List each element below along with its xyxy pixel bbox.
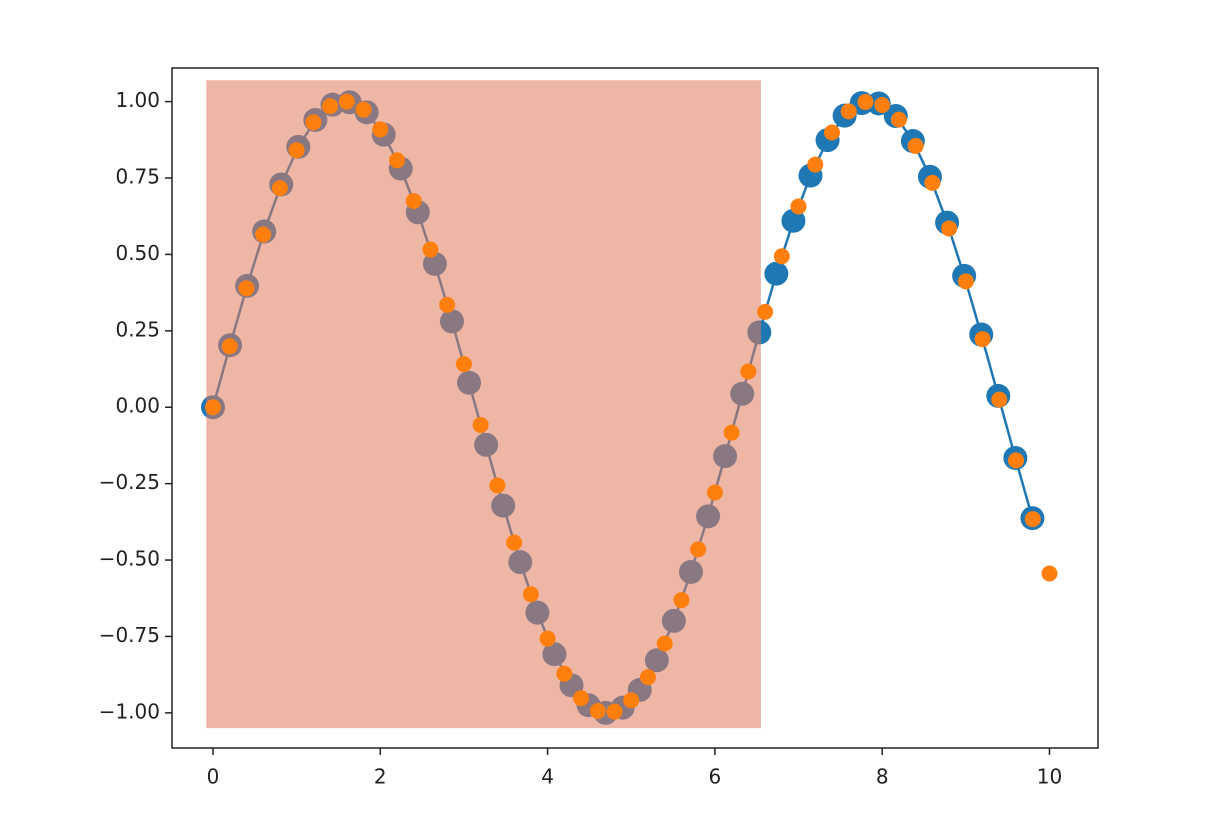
marker (439, 296, 456, 313)
marker (556, 665, 573, 682)
marker (639, 669, 656, 686)
marker (389, 152, 406, 169)
marker (355, 101, 372, 118)
marker (656, 635, 673, 652)
marker (890, 111, 907, 128)
marker (506, 534, 523, 551)
marker (238, 280, 255, 297)
marker (405, 192, 422, 209)
x-tick-label: 2 (374, 765, 387, 789)
marker (522, 586, 539, 603)
marker (606, 703, 623, 720)
marker (338, 93, 355, 110)
marker (489, 477, 506, 494)
marker (673, 592, 690, 609)
marker (589, 703, 606, 720)
y-tick-label: 0.50 (115, 241, 160, 265)
marker (740, 363, 757, 380)
marker (1041, 565, 1058, 582)
x-tick-label: 0 (207, 765, 220, 789)
marker (764, 261, 789, 286)
marker (1008, 452, 1025, 469)
marker (288, 142, 305, 159)
marker (840, 103, 857, 120)
marker (255, 226, 272, 243)
y-tick-label: 1.00 (115, 88, 160, 112)
y-tick-label: 0.00 (115, 394, 160, 418)
marker (773, 248, 790, 265)
marker (690, 541, 707, 558)
y-tick-label: −0.25 (99, 470, 160, 494)
marker (305, 114, 322, 131)
marker (623, 692, 640, 709)
y-tick-label: −1.00 (99, 699, 160, 723)
marker (941, 220, 958, 237)
marker (455, 356, 472, 373)
marker (372, 121, 389, 138)
marker (991, 391, 1008, 408)
y-tick-label: −0.75 (99, 623, 160, 647)
marker (757, 303, 774, 320)
x-tick-label: 8 (876, 765, 889, 789)
marker (974, 331, 991, 348)
marker (322, 98, 339, 115)
marker (539, 630, 556, 647)
marker (924, 174, 941, 191)
span-selection (206, 80, 761, 729)
marker (1024, 511, 1041, 528)
marker (807, 156, 824, 173)
y-tick-label: 0.25 (115, 317, 160, 341)
marker (271, 180, 288, 197)
y-tick-label: 0.75 (115, 165, 160, 189)
marker (723, 424, 740, 441)
y-tick-label: −0.50 (99, 547, 160, 571)
x-tick-label: 4 (541, 765, 554, 789)
marker (874, 96, 891, 113)
marker (204, 399, 221, 416)
marker (823, 124, 840, 141)
marker (706, 484, 723, 501)
marker (907, 137, 924, 154)
plot-frame (171, 67, 1099, 749)
marker (573, 690, 590, 707)
x-tick-label: 6 (709, 765, 722, 789)
marker (422, 241, 439, 258)
marker (957, 273, 974, 290)
marker (472, 416, 489, 433)
marker (221, 338, 238, 355)
marker (781, 208, 806, 233)
marker (790, 198, 807, 215)
x-tick-label: 10 (1037, 765, 1062, 789)
marker (857, 93, 874, 110)
